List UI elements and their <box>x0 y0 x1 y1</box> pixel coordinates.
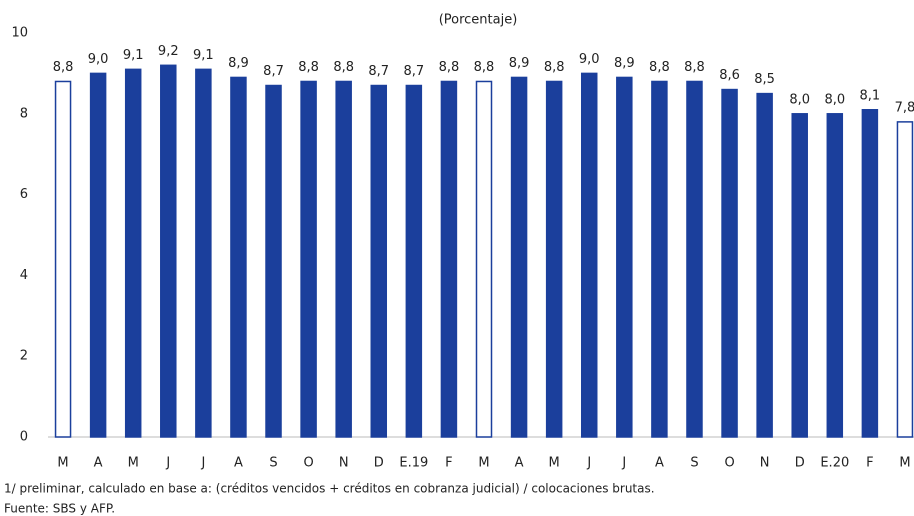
bar <box>89 72 107 438</box>
value-label: 8,8 <box>474 60 495 75</box>
value-label: 8,1 <box>860 88 881 103</box>
value-label: 8,8 <box>439 60 460 75</box>
x-tick-label: N <box>760 456 770 471</box>
value-label: 8,7 <box>263 64 284 79</box>
x-tick-label: O <box>303 456 313 471</box>
bar <box>160 64 177 438</box>
bar <box>124 68 142 438</box>
x-tick-label: F <box>866 456 873 471</box>
bar <box>335 80 352 438</box>
x-tick-label: N <box>339 456 349 471</box>
y-tick-label: 2 <box>20 349 28 364</box>
x-tick-label: E.19 <box>399 456 428 471</box>
bar <box>370 84 388 438</box>
bar <box>440 80 458 438</box>
x-tick-label: S <box>690 456 698 471</box>
x-tick-label: J <box>165 456 170 471</box>
bar <box>686 80 703 438</box>
x-tick-label: J <box>586 456 591 471</box>
x-tick-label: F <box>445 456 452 471</box>
bar <box>230 76 247 438</box>
value-label: 8,5 <box>754 72 775 87</box>
y-tick-label: 4 <box>20 268 28 283</box>
value-label: 8,0 <box>824 92 845 107</box>
bar <box>54 80 72 438</box>
value-label: 9,0 <box>88 52 109 67</box>
value-label: 7,8 <box>895 100 914 115</box>
x-tick-label: E.20 <box>820 456 849 471</box>
x-tick-label: S <box>269 456 277 471</box>
x-tick-label: A <box>234 456 243 471</box>
source-note: Fuente: SBS y AFP. <box>4 502 115 516</box>
value-label: 9,1 <box>123 48 144 63</box>
value-label: 8,7 <box>368 64 389 79</box>
footnote: 1/ preliminar, calculado en base a: (cré… <box>4 482 655 496</box>
y-tick-label: 8 <box>20 106 28 121</box>
value-label: 9,0 <box>579 52 600 67</box>
x-tick-label: J <box>200 456 205 471</box>
bar <box>896 121 914 438</box>
value-label: 8,8 <box>649 60 670 75</box>
chart-title: (Porcentaje) <box>439 13 518 28</box>
x-tick-label: A <box>655 456 664 471</box>
bar <box>195 68 212 438</box>
value-label: 8,6 <box>719 68 740 83</box>
bar <box>721 88 738 438</box>
bar <box>475 80 493 438</box>
bar <box>861 109 879 438</box>
x-tick-label: M <box>549 456 560 471</box>
value-label: 8,0 <box>789 92 810 107</box>
value-label: 8,8 <box>53 60 74 75</box>
value-label: 8,8 <box>333 60 354 75</box>
x-tick-label: D <box>374 456 384 471</box>
x-tick-label: M <box>478 456 489 471</box>
bar <box>580 72 598 438</box>
y-tick-label: 0 <box>20 430 28 445</box>
bar <box>616 76 633 438</box>
bar <box>405 84 423 438</box>
value-label: 8,9 <box>509 56 530 71</box>
x-tick-label: A <box>94 456 103 471</box>
value-label: 8,8 <box>544 60 565 75</box>
value-label: 8,9 <box>228 56 249 71</box>
bar <box>756 92 773 438</box>
bar <box>300 80 317 438</box>
x-tick-label: D <box>795 456 805 471</box>
x-tick-label: M <box>899 456 910 471</box>
bar <box>265 84 282 438</box>
x-tick-label: M <box>57 456 68 471</box>
x-tick-label: J <box>621 456 626 471</box>
bar <box>510 76 528 438</box>
bar <box>545 80 563 438</box>
bar <box>826 113 844 438</box>
value-label: 8,7 <box>403 64 424 79</box>
x-tick-label: M <box>128 456 139 471</box>
value-label: 9,1 <box>193 48 214 63</box>
value-label: 9,2 <box>158 44 179 59</box>
bar <box>651 80 668 438</box>
value-label: 8,8 <box>684 60 705 75</box>
y-tick-label: 6 <box>20 187 28 202</box>
x-tick-label: A <box>515 456 524 471</box>
y-tick-label: 10 <box>11 26 28 41</box>
value-label: 8,9 <box>614 56 635 71</box>
x-tick-label: O <box>724 456 734 471</box>
value-label: 8,8 <box>298 60 319 75</box>
bar <box>791 113 808 438</box>
